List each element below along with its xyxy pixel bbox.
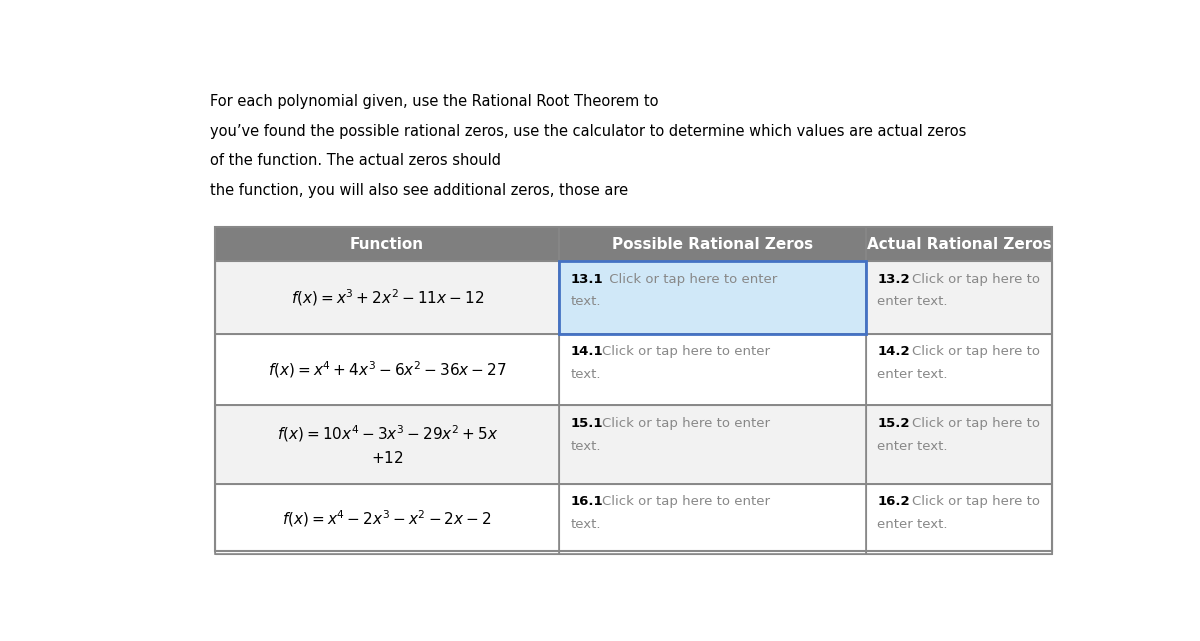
Bar xyxy=(559,334,866,404)
Text: enter text.: enter text. xyxy=(877,368,948,381)
Text: enter text.: enter text. xyxy=(877,518,948,531)
Text: 13.1: 13.1 xyxy=(570,272,602,286)
Bar xyxy=(215,228,1052,261)
Bar xyxy=(215,483,1052,554)
Text: $\mathbf{\mathit{f(x) = 10x^4 - 3x^3 - 29x^2 + 5x}}$: $\mathbf{\mathit{f(x) = 10x^4 - 3x^3 - 2… xyxy=(276,424,498,444)
Text: text.: text. xyxy=(570,440,601,453)
Bar xyxy=(866,334,1052,404)
Bar xyxy=(559,261,866,334)
Text: Function: Function xyxy=(350,237,425,252)
Text: 13.2: 13.2 xyxy=(877,272,910,286)
Bar xyxy=(215,334,1052,404)
Text: 15.2: 15.2 xyxy=(877,417,910,430)
Text: Click or tap here to: Click or tap here to xyxy=(912,272,1039,286)
Text: $\mathbf{\mathit{f(x) = x^3 + 2x^2 - 11x - 12}}$: $\mathbf{\mathit{f(x) = x^3 + 2x^2 - 11x… xyxy=(290,287,484,308)
Bar xyxy=(215,334,559,404)
Text: 14.1: 14.1 xyxy=(570,345,602,358)
Text: Possible Rational Zeros: Possible Rational Zeros xyxy=(612,237,814,252)
Bar xyxy=(559,483,866,554)
Text: 16.2: 16.2 xyxy=(877,495,910,508)
Text: 15.1: 15.1 xyxy=(570,417,602,430)
Text: text.: text. xyxy=(570,368,601,381)
Bar xyxy=(866,404,1052,483)
Text: enter text.: enter text. xyxy=(877,296,948,308)
Bar xyxy=(215,261,559,334)
Text: of the function. The actual zeros should: of the function. The actual zeros should xyxy=(210,153,506,169)
Bar xyxy=(215,228,1052,551)
Text: text.: text. xyxy=(570,518,601,531)
Text: 16.1: 16.1 xyxy=(570,495,602,508)
Bar xyxy=(559,404,866,483)
Text: Click or tap here to: Click or tap here to xyxy=(912,495,1039,508)
Text: Click or tap here to enter: Click or tap here to enter xyxy=(602,345,770,358)
Text: $\mathbf{\mathit{f(x) = x^4 - 2x^3 - x^2 - 2x - 2}}$: $\mathbf{\mathit{f(x) = x^4 - 2x^3 - x^2… xyxy=(282,508,492,529)
Bar xyxy=(215,483,559,554)
Text: Click or tap here to: Click or tap here to xyxy=(912,417,1039,430)
Text: 14.2: 14.2 xyxy=(877,345,910,358)
Text: $\mathbf{\mathit{+ 12}}$: $\mathbf{\mathit{+ 12}}$ xyxy=(371,449,403,465)
Text: Actual Rational Zeros: Actual Rational Zeros xyxy=(866,237,1051,252)
Text: you’ve found the possible rational zeros, use the calculator to determine which : you’ve found the possible rational zeros… xyxy=(210,124,967,139)
Text: Click or tap here to enter: Click or tap here to enter xyxy=(602,417,770,430)
Bar xyxy=(866,483,1052,554)
Text: $\mathbf{\mathit{f(x) = x^4 + 4x^3 - 6x^2 - 36x - 27}}$: $\mathbf{\mathit{f(x) = x^4 + 4x^3 - 6x^… xyxy=(268,359,506,379)
Text: For each polynomial given, use the Rational Root Theorem to: For each polynomial given, use the Ratio… xyxy=(210,94,664,109)
Bar xyxy=(215,404,1052,483)
Bar xyxy=(215,404,559,483)
Text: the function, you will also see additional zeros, those are: the function, you will also see addition… xyxy=(210,183,634,198)
Text: Click or tap here to: Click or tap here to xyxy=(912,345,1039,358)
Bar xyxy=(866,261,1052,334)
Bar xyxy=(215,261,1052,334)
Bar xyxy=(559,261,866,334)
Text: Click or tap here to enter: Click or tap here to enter xyxy=(602,495,770,508)
Text: text.: text. xyxy=(570,296,601,308)
Text: enter text.: enter text. xyxy=(877,440,948,453)
Text: Click or tap here to enter: Click or tap here to enter xyxy=(605,272,778,286)
